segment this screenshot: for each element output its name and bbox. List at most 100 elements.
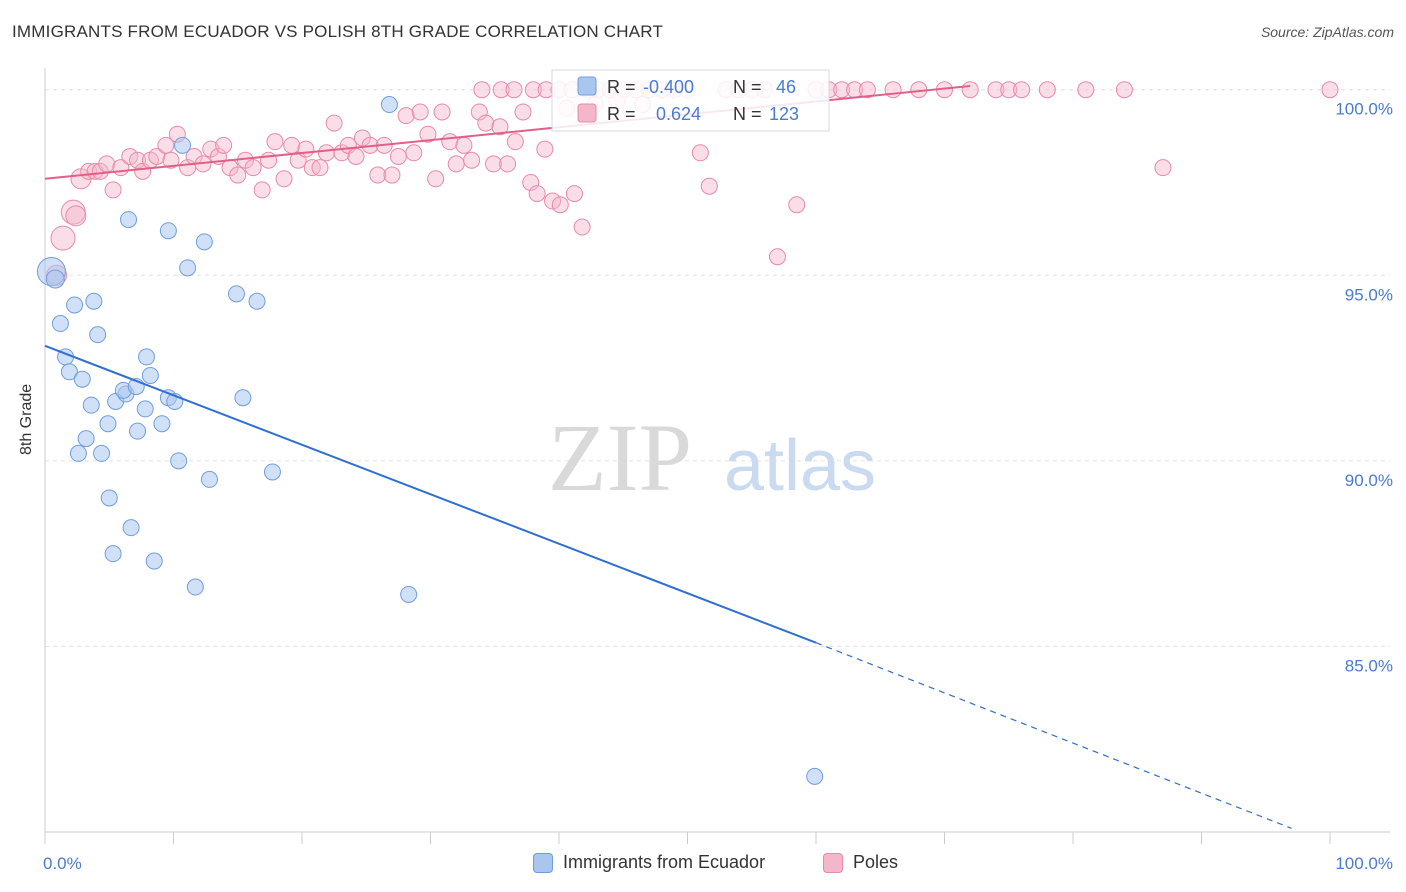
data-point-ecuador — [153, 415, 171, 433]
data-point-poles — [961, 81, 979, 99]
series-ecuador — [36, 96, 824, 785]
y-tick-label: 85.0% — [1345, 656, 1393, 675]
data-point-poles — [229, 166, 247, 184]
data-point-ecuador — [51, 315, 69, 333]
watermark: ZIP atlas — [548, 404, 876, 511]
data-point-ecuador — [141, 366, 159, 384]
data-point-ecuador — [73, 370, 91, 388]
data-point-poles — [884, 81, 902, 99]
data-point-poles — [253, 181, 271, 199]
data-point-poles — [455, 136, 473, 154]
data-point-poles — [65, 205, 87, 227]
data-point-ecuador — [60, 363, 78, 381]
data-point-ecuador — [248, 292, 266, 310]
data-point-poles — [275, 170, 293, 188]
data-point-ecuador — [138, 348, 156, 366]
data-point-ecuador — [136, 400, 154, 418]
data-point-ecuador — [66, 296, 84, 314]
x-tick-label: 100.0% — [1335, 854, 1393, 873]
data-point-poles — [551, 196, 569, 214]
legend-r-value-2: 0.624 — [656, 104, 701, 124]
data-point-ecuador — [195, 233, 213, 251]
data-point-poles — [565, 185, 583, 203]
data-point-poles — [492, 81, 510, 99]
axes — [44, 68, 1390, 844]
data-point-ecuador — [179, 259, 197, 277]
data-point-poles — [266, 133, 284, 151]
data-point-poles — [573, 218, 591, 236]
data-point-ecuador — [45, 269, 65, 289]
data-point-poles — [347, 148, 365, 165]
data-point-poles — [1077, 81, 1095, 99]
data-point-poles — [463, 151, 481, 169]
grid-lines — [45, 89, 1390, 647]
data-point-poles — [311, 159, 329, 177]
legend-label-poles: Poles — [853, 852, 899, 872]
data-point-ecuador — [159, 222, 177, 240]
data-point-ecuador — [234, 389, 252, 407]
legend-n-value-2: 123 — [769, 104, 799, 124]
data-point-poles — [260, 151, 278, 169]
data-point-poles — [162, 151, 180, 169]
data-point-poles — [506, 133, 524, 151]
data-point-ecuador — [120, 211, 138, 229]
legend-box-swatch-ecuador — [577, 76, 597, 96]
legend-item-poles[interactable]: Poles — [823, 852, 898, 873]
data-point-poles — [858, 81, 876, 99]
x-tick-label: 0.0% — [43, 854, 82, 873]
data-point-poles — [505, 81, 523, 99]
data-point-poles — [297, 140, 315, 158]
legend-r-label-1: R = — [607, 77, 636, 97]
data-point-ecuador — [263, 463, 281, 481]
data-point-poles — [484, 155, 502, 173]
data-point-poles — [244, 159, 262, 177]
data-point-poles — [514, 103, 532, 121]
data-point-poles — [1013, 81, 1031, 99]
data-point-ecuador — [400, 585, 418, 603]
data-point-poles — [768, 248, 786, 266]
data-point-poles — [433, 103, 451, 121]
data-point-poles — [369, 166, 387, 184]
data-point-poles — [987, 81, 1005, 99]
trend-line-ecuador — [44, 344, 817, 644]
watermark-atlas: atlas — [724, 426, 876, 506]
data-point-poles — [1038, 81, 1056, 99]
data-point-ecuador — [173, 136, 191, 154]
data-point-poles — [215, 136, 233, 154]
chart-source: Source: ZipAtlas.com — [1260, 24, 1394, 40]
data-point-ecuador — [99, 415, 117, 433]
data-point-ecuador — [186, 578, 204, 596]
chart-title: IMMIGRANTS FROM ECUADOR VS POLISH 8TH GR… — [12, 22, 664, 41]
data-point-poles — [691, 144, 709, 162]
data-point-poles — [477, 114, 495, 132]
data-point-ecuador — [170, 452, 188, 470]
data-point-ecuador — [85, 292, 103, 310]
data-point-ecuador — [380, 96, 398, 114]
legend-swatch-poles — [823, 852, 843, 873]
data-point-poles — [98, 155, 116, 173]
data-point-ecuador — [129, 422, 147, 440]
data-point-poles — [447, 155, 465, 173]
data-point-poles — [405, 144, 423, 162]
legend-box: R = -0.400 N = 46 R = 0.624 N = 123 — [551, 69, 830, 132]
data-point-poles — [157, 136, 175, 154]
data-point-ecuador — [200, 470, 218, 488]
data-point-poles — [317, 144, 335, 162]
data-point-poles — [419, 125, 437, 143]
legend-item-ecuador[interactable]: Immigrants from Ecuador — [533, 852, 765, 873]
data-point-poles — [50, 225, 76, 251]
data-point-poles — [1000, 81, 1018, 99]
data-point-poles — [397, 107, 415, 125]
data-point-poles — [1115, 81, 1133, 99]
y-tick-label: 95.0% — [1345, 285, 1393, 304]
y-tick-label: 100.0% — [1335, 100, 1393, 119]
data-point-ecuador — [69, 444, 87, 462]
legend-n-label-1: N = — [733, 77, 762, 97]
data-point-poles — [491, 118, 509, 136]
data-point-poles — [129, 151, 147, 169]
data-point-poles — [411, 103, 429, 121]
data-point-ecuador — [100, 489, 118, 507]
data-point-poles — [121, 148, 139, 165]
data-point-poles — [1321, 81, 1339, 99]
